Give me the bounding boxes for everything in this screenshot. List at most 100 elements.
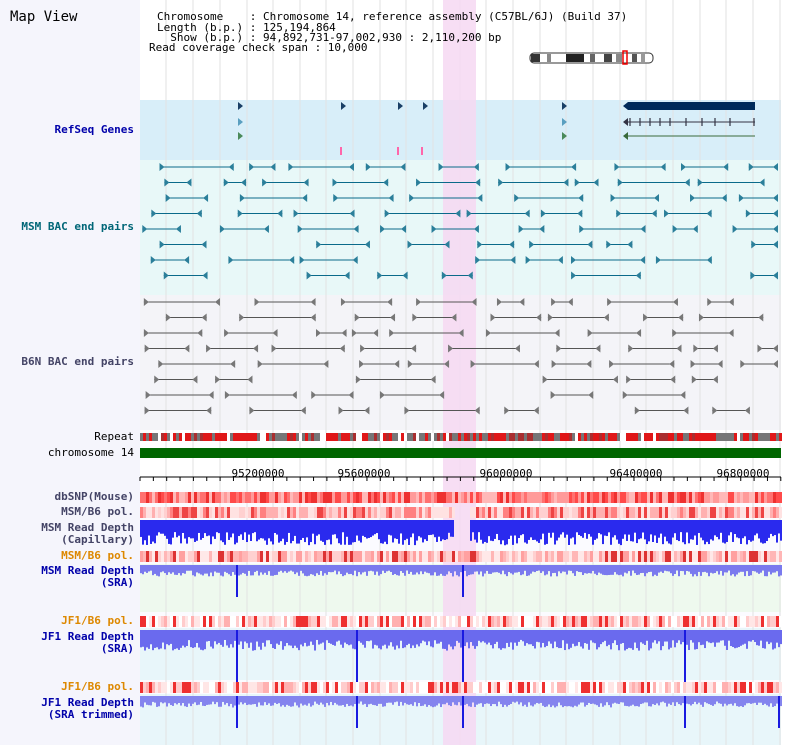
depth-bar <box>260 520 262 539</box>
heat-cell <box>506 551 509 562</box>
depth-bar <box>256 520 258 542</box>
depth-bar <box>478 630 480 641</box>
heat-cell <box>662 507 665 518</box>
depth-bar <box>572 696 574 708</box>
heat-cell <box>383 492 386 503</box>
depth-bar <box>456 565 458 576</box>
repeat-segment <box>362 433 365 441</box>
depth-bar <box>180 630 182 648</box>
jf1-read-depth-sra-trimmed[interactable] <box>140 696 782 728</box>
msm-read-depth-capillary[interactable] <box>140 520 782 546</box>
depth-bar <box>202 696 204 706</box>
heat-cell <box>752 551 755 562</box>
heat-cell <box>530 507 533 518</box>
depth-bar <box>206 696 208 705</box>
depth-bar <box>524 630 526 646</box>
depth-bar <box>192 696 194 704</box>
msm-read-depth-sra[interactable] <box>140 565 782 597</box>
msm-b6-pol-track-2[interactable] <box>140 551 782 562</box>
heat-cell <box>692 551 695 562</box>
chromosome-ideogram[interactable] <box>529 50 654 65</box>
depth-bar <box>204 520 206 534</box>
track-label-dbsnp[interactable]: dbSNP(Mouse) <box>54 490 134 503</box>
heat-cell <box>686 492 689 503</box>
track-label-chromosome[interactable]: chromosome 14 <box>47 446 134 459</box>
repeat-segment <box>632 433 635 441</box>
bac-end <box>477 240 483 249</box>
track-label-msm-depth-sra[interactable]: MSM Read Depth <box>41 564 134 577</box>
heat-cell <box>674 507 677 518</box>
repeat-segment <box>311 433 314 441</box>
heat-cell <box>458 551 461 562</box>
depth-bar <box>234 565 236 575</box>
track-label-jf1-b6-pol-2[interactable]: JF1/B6 pol. <box>61 680 134 693</box>
bac-end <box>411 344 417 353</box>
depth-bar <box>532 565 534 572</box>
heat-cell <box>341 551 344 562</box>
heat-cell <box>188 507 191 518</box>
heat-cell <box>755 492 758 503</box>
depth-bar <box>730 630 732 647</box>
depth-bar <box>624 520 626 535</box>
depth-bar <box>610 565 612 575</box>
track-label-jf1-depth-trim[interactable]: JF1 Read Depth <box>41 696 134 709</box>
heat-cell <box>554 551 557 562</box>
depth-bar <box>474 565 476 572</box>
depth-bar <box>624 565 626 573</box>
jf1-read-depth-sra[interactable] <box>140 630 782 688</box>
depth-bar <box>198 565 200 574</box>
heat-cell <box>581 551 584 562</box>
track-label-msm-b6-pol-1[interactable]: MSM/B6 pol. <box>61 505 134 518</box>
repeat-segment <box>749 433 752 441</box>
chromosome-bar[interactable] <box>140 448 781 458</box>
bac-end <box>277 209 283 218</box>
heat-cell <box>251 551 254 562</box>
depth-bar <box>502 565 504 571</box>
heat-cell <box>728 616 731 627</box>
depth-bar <box>434 520 436 538</box>
depth-bar <box>570 565 572 571</box>
heat-cell <box>209 616 212 627</box>
bac-end <box>698 313 704 322</box>
depth-bar <box>340 630 342 645</box>
bac-end <box>143 329 149 337</box>
depth-bar <box>236 520 238 543</box>
depth-bar <box>340 520 342 545</box>
depth-bar <box>694 565 696 575</box>
heat-cell <box>740 616 743 627</box>
depth-bar <box>758 520 760 539</box>
track-label-msm-bac[interactable]: MSM BAC end pairs <box>21 220 134 233</box>
repeat-segment <box>758 433 761 441</box>
track-label-jf1-depth-sra[interactable]: JF1 Read Depth <box>41 630 134 643</box>
heat-cell <box>548 551 551 562</box>
track-label-jf1-b6-pol-1[interactable]: JF1/B6 pol. <box>61 614 134 627</box>
track-label-msm-depth-cap[interactable]: MSM Read Depth <box>41 521 134 534</box>
repeat-segment <box>329 433 332 441</box>
dbsnp-track[interactable] <box>140 492 782 503</box>
bac-end <box>529 240 535 249</box>
track-label-b6n-bac[interactable]: B6N BAC end pairs <box>21 355 134 368</box>
heat-cell <box>710 492 713 503</box>
heat-cell <box>221 507 224 518</box>
depth-bar <box>222 520 224 543</box>
track-label-msm-b6-pol-2[interactable]: MSM/B6 pol. <box>61 549 134 562</box>
heat-cell <box>332 616 335 627</box>
heat-cell <box>431 682 434 693</box>
depth-bar <box>774 565 776 573</box>
depth-bar <box>218 696 220 707</box>
depth-bar <box>702 696 704 707</box>
msm-b6-pol-track-1[interactable] <box>140 507 782 518</box>
depth-bar <box>578 520 580 535</box>
repeat-track[interactable] <box>140 433 782 441</box>
depth-bar <box>780 565 782 576</box>
depth-bar <box>268 520 270 539</box>
jf1-b6-pol-track-1[interactable] <box>140 616 782 627</box>
track-label-refseq[interactable]: RefSeq Genes <box>54 123 134 136</box>
depth-bar <box>406 565 408 571</box>
bac-end <box>539 225 545 233</box>
track-label-repeat[interactable]: Repeat <box>94 430 134 443</box>
heat-cell <box>227 682 230 693</box>
jf1-b6-pol-track-2[interactable] <box>140 682 782 693</box>
heat-cell <box>749 551 752 562</box>
